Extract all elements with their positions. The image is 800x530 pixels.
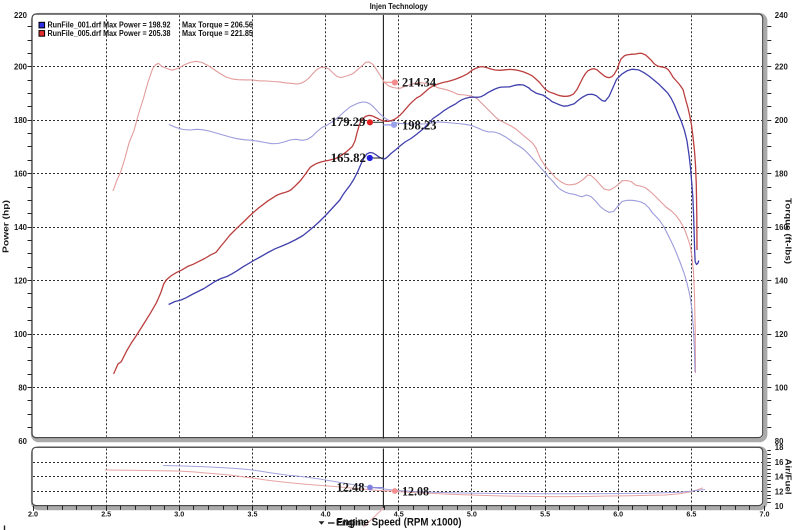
svg-text:12.48: 12.48 — [337, 480, 365, 494]
svg-text:6.5: 6.5 — [686, 509, 697, 518]
svg-text:Engine: Engine — [336, 517, 366, 527]
svg-text:Engine Speed (RPM x1000): Engine Speed (RPM x1000) — [337, 517, 462, 529]
svg-text:14: 14 — [775, 473, 784, 482]
svg-text:RunFile_001.drf Max Power = 19: RunFile_001.drf Max Power = 198.92 — [48, 21, 172, 30]
svg-text:140: 140 — [14, 223, 28, 232]
svg-text:100: 100 — [775, 383, 789, 392]
svg-text:4.0: 4.0 — [321, 509, 331, 518]
svg-text:198.23: 198.23 — [402, 119, 437, 133]
svg-text:179.29: 179.29 — [331, 115, 366, 129]
svg-text:80: 80 — [18, 383, 27, 392]
svg-text:160: 160 — [14, 170, 28, 179]
svg-text:10: 10 — [775, 502, 784, 511]
svg-text:Max Torque = 206.56: Max Torque = 206.56 — [182, 21, 254, 30]
svg-text:2.0: 2.0 — [28, 509, 38, 518]
svg-text:6.0: 6.0 — [613, 509, 623, 518]
svg-text:3.5: 3.5 — [248, 509, 259, 518]
svg-text:Max Torque = 221.85: Max Torque = 221.85 — [182, 29, 254, 38]
svg-text:Torque (ft-lbs): Torque (ft-lbs) — [784, 198, 793, 264]
svg-text:160: 160 — [775, 223, 789, 232]
svg-text:140: 140 — [775, 277, 789, 286]
svg-text:214.34: 214.34 — [402, 76, 436, 90]
svg-text:Air/Fuel: Air/Fuel — [784, 459, 793, 495]
svg-text:200: 200 — [14, 63, 28, 72]
svg-text:RunFile_005.drf Max Power = 20: RunFile_005.drf Max Power = 205.38 — [48, 29, 172, 38]
svg-text:5.5: 5.5 — [540, 509, 551, 518]
svg-text:220: 220 — [775, 63, 789, 72]
svg-text:180: 180 — [775, 170, 789, 179]
svg-text:5.0: 5.0 — [467, 509, 477, 518]
svg-text:3.0: 3.0 — [174, 509, 184, 518]
svg-text:220: 220 — [14, 11, 28, 20]
svg-text:120: 120 — [775, 330, 789, 339]
svg-text:60: 60 — [18, 437, 27, 446]
svg-text:7.0: 7.0 — [760, 509, 770, 518]
svg-text:100: 100 — [14, 330, 28, 339]
svg-text:120: 120 — [14, 277, 28, 286]
svg-text:80: 80 — [775, 437, 784, 446]
svg-text:18: 18 — [775, 443, 784, 452]
svg-text:12.08: 12.08 — [402, 484, 429, 498]
svg-text:16: 16 — [775, 458, 784, 467]
svg-text:200: 200 — [775, 116, 789, 125]
svg-text:2.5: 2.5 — [101, 509, 112, 518]
svg-text:Power (hp): Power (hp) — [2, 200, 11, 253]
svg-text:240: 240 — [775, 11, 789, 20]
svg-text:180: 180 — [14, 116, 28, 125]
svg-text:Injen Technology: Injen Technology — [370, 2, 429, 11]
svg-text:12: 12 — [775, 487, 784, 496]
svg-text:4.5: 4.5 — [394, 509, 405, 518]
svg-text:165.82: 165.82 — [331, 151, 366, 165]
